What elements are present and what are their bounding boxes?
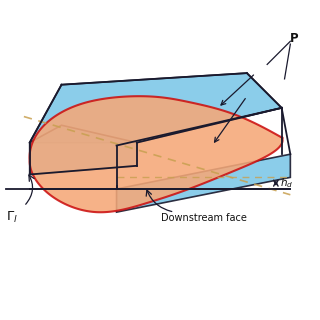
Polygon shape bbox=[30, 73, 282, 143]
Text: Downstream face: Downstream face bbox=[161, 213, 246, 223]
Polygon shape bbox=[30, 125, 137, 174]
Polygon shape bbox=[29, 96, 283, 212]
Polygon shape bbox=[116, 154, 290, 212]
Text: $\Gamma_l$: $\Gamma_l$ bbox=[6, 210, 19, 226]
Text: P: P bbox=[290, 32, 299, 45]
Text: $h_d$: $h_d$ bbox=[280, 176, 293, 190]
